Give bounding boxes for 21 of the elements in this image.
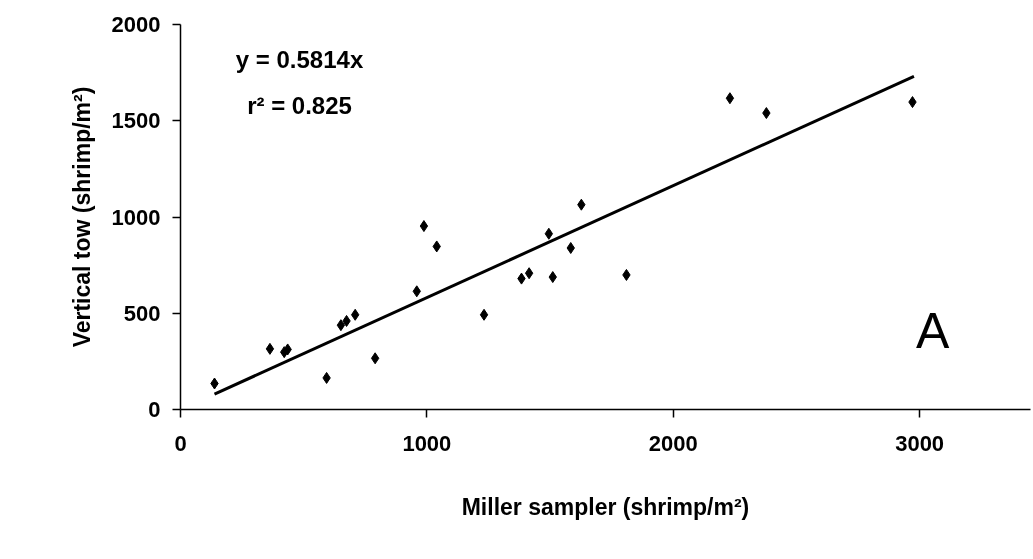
annotation: r² = 0.825 — [247, 91, 352, 119]
x-tick-label: 2000 — [648, 430, 698, 456]
point — [370, 352, 380, 365]
point — [524, 267, 534, 280]
y-tick-label: 1000 — [111, 204, 161, 230]
point — [479, 308, 489, 321]
point — [419, 220, 429, 233]
point — [265, 342, 275, 355]
y-tick-label: 500 — [123, 300, 161, 326]
x-axis-title: Miller sampler (shrimp/m²) — [461, 493, 750, 520]
y-axis-title: Vertical tow (shrimp/m²) — [68, 86, 95, 348]
x-tick-label: 3000 — [895, 430, 945, 456]
x-tick-label: 0 — [174, 430, 187, 456]
point — [725, 92, 735, 105]
y-tick-label: 1500 — [111, 108, 161, 134]
annotation: A — [916, 302, 951, 359]
annotation: y = 0.5814x — [235, 45, 364, 73]
x-tick-label: 1000 — [402, 430, 452, 456]
y-tick-label: 2000 — [111, 12, 161, 37]
y-tick-label: 0 — [148, 397, 161, 422]
point — [336, 319, 346, 332]
